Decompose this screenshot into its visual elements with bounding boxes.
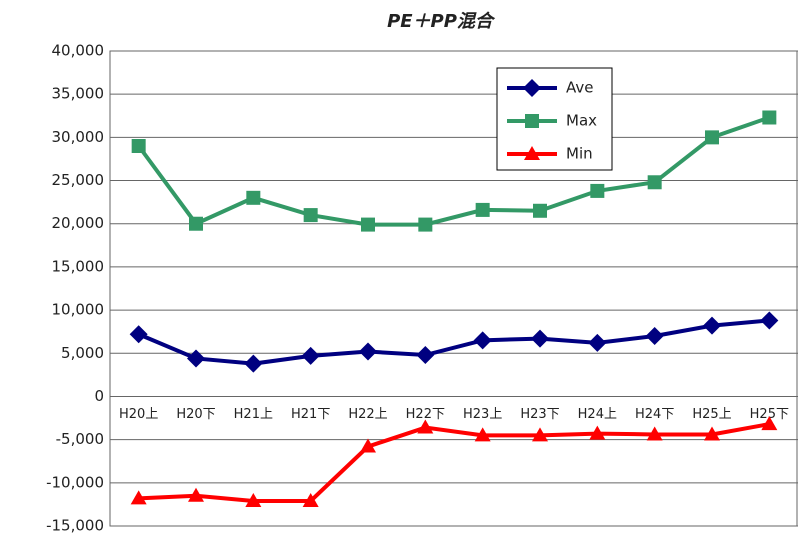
y-tick-label: 25,000 [52,171,105,189]
marker [131,139,146,153]
legend-marker [524,146,540,160]
y-tick-label: 30,000 [52,128,105,146]
x-tick-label: H24上 [578,407,617,422]
marker [705,130,719,145]
marker [245,492,262,507]
marker [533,203,547,218]
marker [590,183,605,198]
legend: Ave Max Min [496,67,613,171]
marker [761,416,778,431]
x-tick-label: H21下 [291,407,330,422]
marker [475,202,490,217]
marker [762,110,777,125]
marker [129,325,148,344]
x-tick-label: H22下 [406,407,445,422]
marker [418,217,433,232]
y-tick-label: 0 [94,387,104,405]
marker [187,349,205,368]
y-tick-label: -15,000 [46,517,104,535]
marker [303,208,318,223]
x-tick-label: H23下 [520,407,559,422]
marker [244,354,263,373]
y-tick-label: 10,000 [52,301,105,319]
marker [361,217,375,232]
plot-border [109,50,798,527]
y-tick-label: -5,000 [56,430,104,448]
marker [645,327,664,345]
marker [246,190,261,205]
x-tick-label: H23上 [463,407,502,422]
marker [473,331,492,350]
marker [130,490,147,505]
x-tick-label: H25下 [750,407,789,422]
legend-label: Ave [566,79,594,97]
x-tick-label: H24下 [635,407,674,422]
y-tick-label: 5,000 [61,344,104,362]
marker [188,487,204,502]
chart-title: PE＋PP混合 [387,11,496,32]
y-tick-label: 35,000 [52,85,105,103]
x-tick-label: H21上 [234,407,273,422]
marker [360,438,376,453]
series-line [137,115,770,227]
legend-label: Min [566,145,593,163]
legend-label: Max [566,112,597,130]
marker [359,342,377,361]
marker [417,419,434,434]
x-tick-label: H22上 [348,407,387,422]
marker [189,216,203,231]
x-tick-label: H20上 [119,407,158,422]
marker [647,175,662,190]
marker [589,425,606,440]
marker [474,427,491,442]
marker [301,346,320,365]
x-tick-label: H20下 [176,407,215,422]
series-line [137,318,770,366]
marker [760,311,779,330]
series-line [138,422,770,503]
marker [302,492,319,507]
marker [646,426,663,441]
x-tick-label: H25上 [692,407,731,422]
marker [703,316,721,335]
marker [531,329,549,348]
legend-marker [523,79,541,97]
marker [532,427,548,442]
marker [704,426,720,441]
y-tick-label: 15,000 [52,257,105,275]
y-tick-label: 40,000 [52,42,105,60]
y-tick-label: 20,000 [52,214,105,232]
marker [416,346,435,364]
legend-marker [525,114,539,128]
marker [588,333,607,352]
y-tick-label: -10,000 [46,473,104,491]
